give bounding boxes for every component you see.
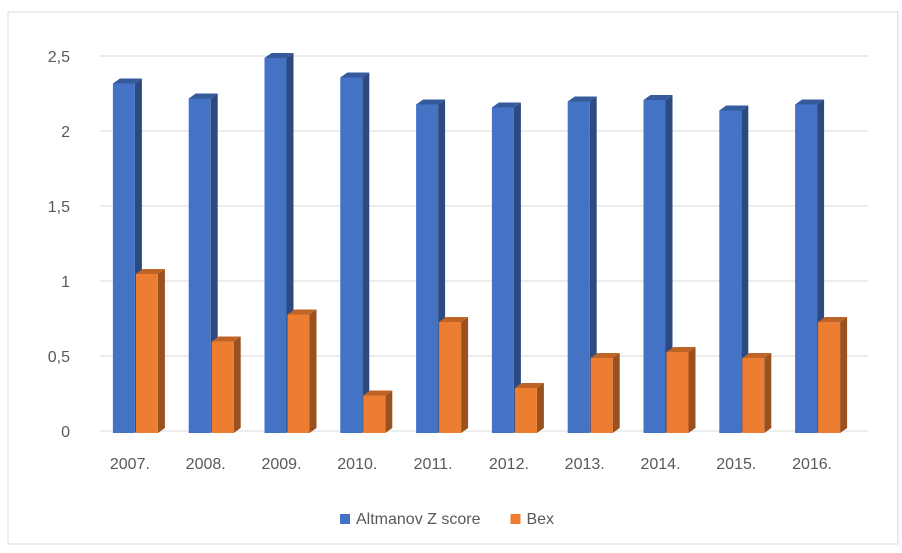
bar xyxy=(666,352,689,433)
bar-side xyxy=(362,72,370,433)
bar xyxy=(340,77,363,433)
legend-label: Altmanov Z score xyxy=(356,511,481,528)
bar-top xyxy=(135,269,165,274)
bar xyxy=(287,314,310,433)
bar xyxy=(112,83,135,433)
bar xyxy=(211,341,234,433)
bar xyxy=(643,100,666,433)
bar-side xyxy=(157,269,165,433)
bar-top xyxy=(567,96,597,102)
bar-top xyxy=(363,390,393,396)
bar-side xyxy=(589,96,597,433)
bar-side xyxy=(665,95,673,433)
x-tick-label: 2008. xyxy=(186,456,226,473)
bar-top xyxy=(211,336,241,342)
bar-side xyxy=(385,390,393,433)
bar xyxy=(135,274,158,433)
x-tick-label: 2009. xyxy=(261,456,301,473)
bar-top xyxy=(287,309,317,315)
bar-side xyxy=(461,317,469,433)
bar xyxy=(363,395,386,433)
bar-top xyxy=(818,317,848,322)
x-tick-label: 2011. xyxy=(414,456,453,473)
legend-label: Bex xyxy=(526,511,554,528)
bar-side xyxy=(764,353,772,433)
y-tick-label: 2,5 xyxy=(48,49,70,66)
bar xyxy=(439,322,462,433)
bar xyxy=(264,58,287,433)
bar-top xyxy=(416,99,446,105)
bar-side xyxy=(612,353,620,433)
bar-top xyxy=(491,102,521,108)
x-tick-label: 2015. xyxy=(716,456,756,473)
bar-side xyxy=(513,102,521,433)
bar xyxy=(188,98,211,433)
y-tick-label: 1,5 xyxy=(48,199,70,216)
bar-side xyxy=(536,383,544,433)
x-tick-label: 2010. xyxy=(337,456,377,473)
x-tick-label: 2007. xyxy=(110,456,150,473)
bar-top xyxy=(188,93,218,99)
legend-swatch xyxy=(510,514,521,524)
legend-swatch xyxy=(340,514,350,524)
bar-side xyxy=(688,347,696,433)
bar-top xyxy=(795,99,825,105)
x-tick-label: 2014. xyxy=(640,456,680,473)
bar xyxy=(818,322,841,433)
bar-top xyxy=(590,353,620,358)
y-tick-label: 0,5 xyxy=(48,349,70,366)
bar xyxy=(719,110,742,433)
bar xyxy=(514,388,537,433)
bar-side xyxy=(741,105,749,433)
bar xyxy=(795,104,818,433)
bar-top xyxy=(514,383,544,388)
bar xyxy=(742,358,765,433)
bar xyxy=(416,104,439,433)
bar xyxy=(590,358,613,433)
bar-top xyxy=(719,105,749,111)
x-tick-label: 2013. xyxy=(565,456,605,473)
x-tick-label: 2016. xyxy=(792,456,832,473)
bar-top xyxy=(112,78,142,84)
bar-top xyxy=(264,53,294,58)
bar-side xyxy=(840,317,848,433)
bar-side xyxy=(233,336,241,433)
bar-side xyxy=(309,309,317,433)
y-tick-label: 0 xyxy=(61,424,70,441)
bar-top xyxy=(439,317,469,322)
bar-top xyxy=(742,353,772,358)
bar-top xyxy=(643,95,673,100)
bar-top xyxy=(666,347,696,352)
bar xyxy=(567,101,590,433)
y-tick-label: 2 xyxy=(61,124,70,141)
bar-top xyxy=(340,72,370,78)
y-tick-label: 1 xyxy=(61,274,70,291)
bar xyxy=(491,107,514,433)
x-tick-label: 2012. xyxy=(489,456,529,473)
